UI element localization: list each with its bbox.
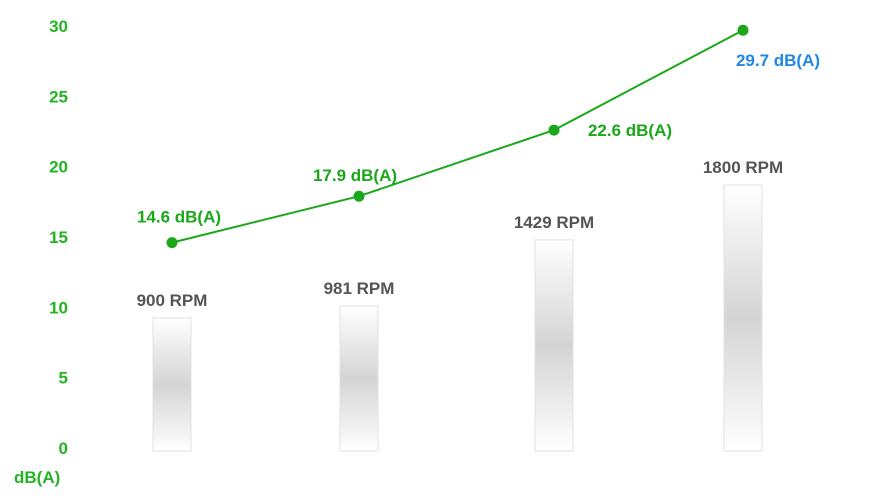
- rpm-label: 1429 RPM: [514, 213, 594, 232]
- rpm-bar: [723, 184, 763, 452]
- y-axis-unit-label: dB(A): [14, 468, 60, 487]
- y-tick-label: 20: [49, 158, 68, 177]
- y-tick-label: 25: [49, 87, 68, 106]
- y-axis: 0 5 10 15 20 25 30: [49, 17, 68, 458]
- rpm-bar: [152, 317, 192, 452]
- data-labels: 900 RPM 981 RPM 1429 RPM 1800 RPM 14.6 dB(A)…: [137, 51, 820, 310]
- rpm-label: 900 RPM: [137, 291, 208, 310]
- db-value-label: 17.9 dB(A): [313, 166, 397, 185]
- db-line: [171, 29, 744, 244]
- y-tick-label: 15: [49, 228, 68, 247]
- db-value-label: 29.7 dB(A): [736, 51, 820, 70]
- db-point: [166, 237, 178, 249]
- db-value-label: 14.6 dB(A): [137, 208, 221, 227]
- rpm-bar: [534, 239, 574, 452]
- db-point: [737, 24, 749, 36]
- y-tick-label: 0: [59, 439, 68, 458]
- db-point: [548, 124, 560, 136]
- rpm-bars: [152, 184, 763, 452]
- db-series: [166, 24, 749, 249]
- y-tick-label: 5: [59, 369, 68, 388]
- y-tick-label: 30: [49, 17, 68, 36]
- rpm-bar: [339, 305, 379, 452]
- db-value-label: 22.6 dB(A): [588, 121, 672, 140]
- rpm-label: 981 RPM: [324, 279, 395, 298]
- rpm-label: 1800 RPM: [703, 158, 783, 177]
- y-tick-label: 10: [49, 298, 68, 317]
- db-point: [353, 190, 365, 202]
